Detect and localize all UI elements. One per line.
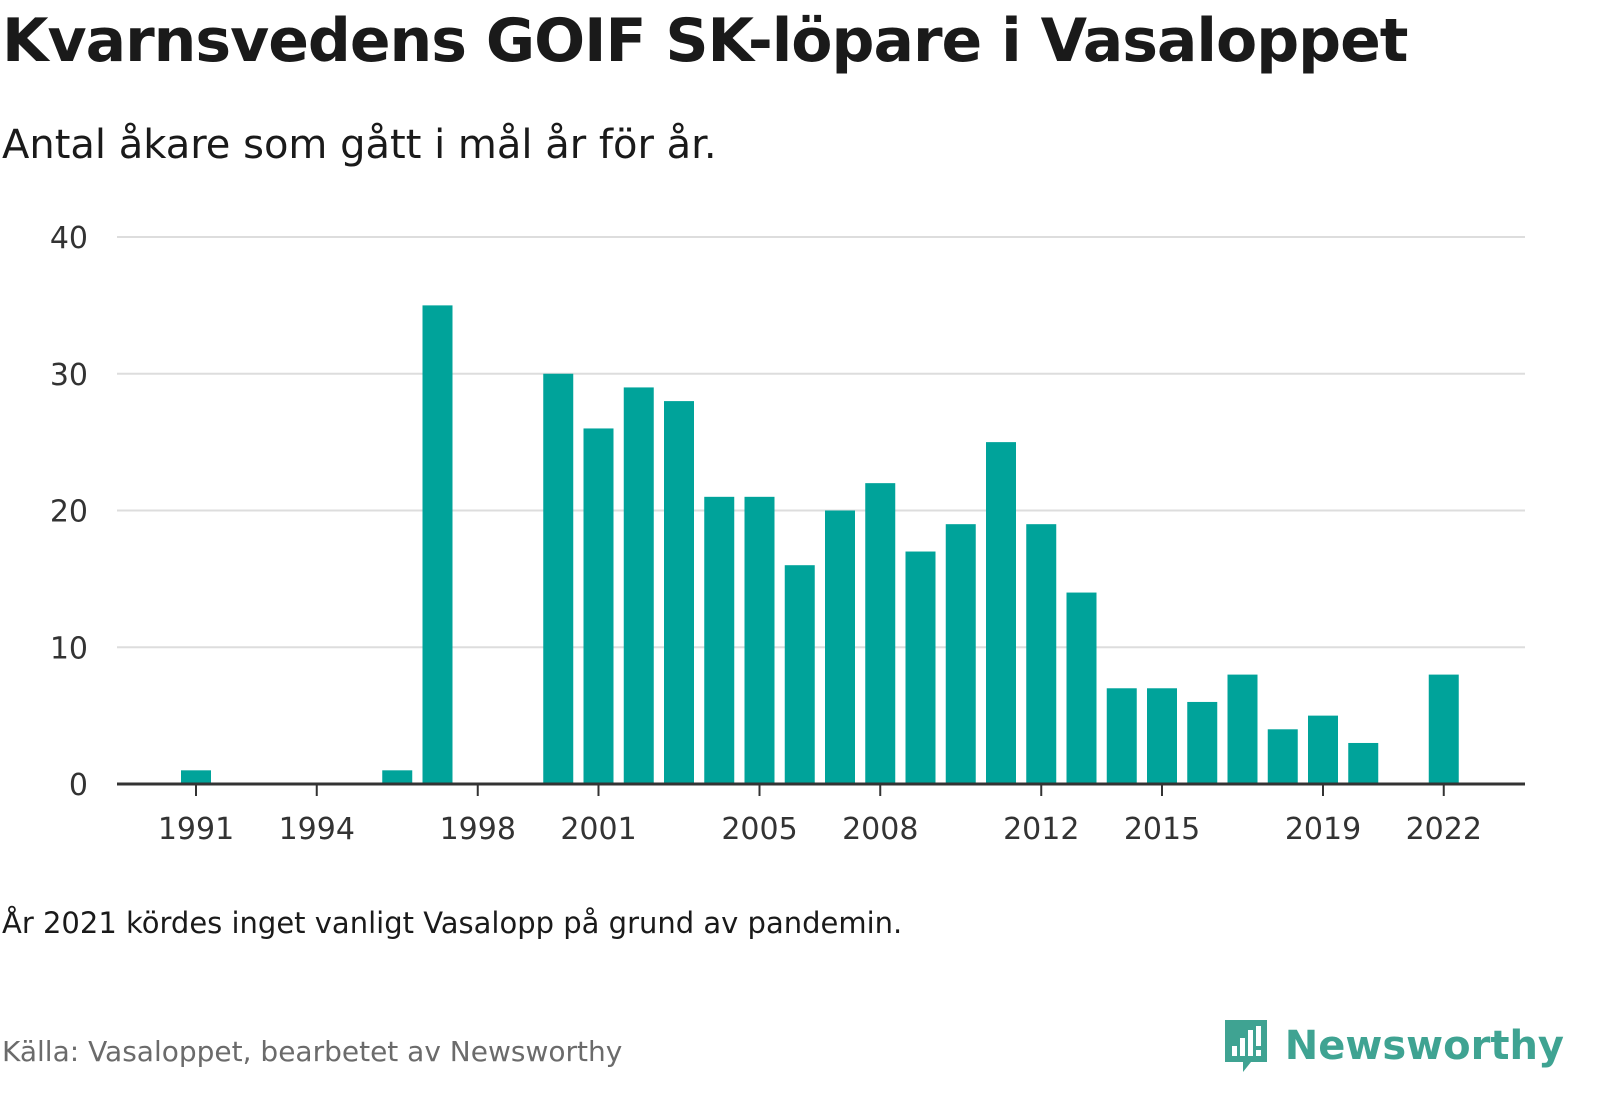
source-credit: Källa: Vasaloppet, bearbetet av Newswort…	[2, 1035, 623, 1068]
grid-lines	[117, 236, 1525, 649]
y-tick-label: 40	[50, 221, 88, 256]
bar: 2006: 16	[784, 565, 815, 784]
bar: 2013: 14	[1066, 592, 1097, 784]
chart-title: Kvarnsvedens GOIF SK-löpare i Vasaloppet	[2, 6, 1408, 76]
x-tick-label: 1994	[279, 812, 355, 847]
y-tick-label: 30	[50, 358, 88, 393]
bar: 2015: 7	[1147, 688, 1177, 784]
bar: 2008: 22	[865, 483, 896, 784]
x-tick-label: 2012	[1003, 812, 1079, 847]
bar: 2007: 20	[825, 510, 855, 784]
x-tick-label: 2019	[1285, 812, 1361, 847]
bar: 1991: 1	[181, 770, 211, 784]
bar: 2014: 7	[1106, 688, 1137, 784]
y-tick-label: 20	[50, 495, 88, 530]
bar: 2016: 6	[1187, 701, 1218, 784]
bar: 2018: 4	[1267, 729, 1298, 784]
y-tick-label: 0	[69, 768, 88, 803]
bar-chart: 1991: 1 1996: 1 1997: 35 2000: 30 2001: 26 20…	[50, 221, 1525, 847]
footnote: År 2021 kördes inget vanligt Vasalopp på…	[2, 906, 903, 940]
bar: 2011: 25	[986, 442, 1016, 784]
bar: 2020: 3	[1348, 742, 1379, 784]
bar: 2003: 28	[664, 401, 694, 784]
x-tick-label: 2015	[1124, 812, 1200, 847]
bar: 2019: 5	[1308, 715, 1338, 784]
brand-name: Newsworthy	[1284, 1023, 1564, 1069]
bar: 2012: 19	[1026, 524, 1057, 784]
axes: 0 10 20 30 40 1991 1994 1998 2001 2005 2008 2012 201…	[50, 221, 1525, 847]
bar: 1997: 35	[422, 305, 453, 784]
bar: 2004: 21	[704, 496, 735, 784]
x-tick-label: 1991	[158, 812, 234, 847]
y-tick-label: 10	[50, 631, 88, 666]
bar: 2017: 8	[1227, 674, 1258, 784]
brand[interactable]: Newsworthy	[1221, 1018, 1564, 1074]
bar: 2005: 21	[744, 496, 775, 784]
chart-subtitle: Antal åkare som gått i mål år för år.	[2, 122, 717, 168]
bar: 1996: 1	[382, 770, 413, 784]
bar: 2001: 26	[583, 428, 614, 784]
x-tick-label: 2022	[1406, 812, 1482, 847]
x-tick-label: 2005	[721, 812, 797, 847]
x-tick-label: 2008	[842, 812, 918, 847]
x-tick-label: 1998	[440, 812, 516, 847]
bar: 2009: 17	[905, 551, 936, 784]
bar: 2002: 29	[623, 387, 654, 784]
bars: 1991: 1 1996: 1 1997: 35 2000: 30 2001: 26 20…	[181, 305, 1459, 784]
bar: 2010: 19	[945, 524, 976, 784]
bar: 2022: 8	[1428, 674, 1459, 784]
newsworthy-logo-icon	[1224, 1020, 1267, 1072]
x-tick-label: 2001	[560, 812, 636, 847]
bar: 2000: 30	[543, 373, 574, 784]
